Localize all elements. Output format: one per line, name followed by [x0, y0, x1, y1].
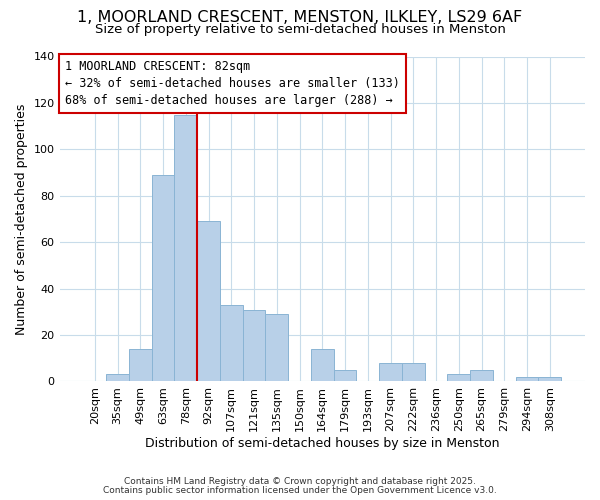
Bar [470, 370, 493, 382]
Bar [175, 114, 197, 382]
Y-axis label: Number of semi-detached properties: Number of semi-detached properties [15, 104, 28, 334]
Bar [379, 363, 402, 382]
Bar [402, 363, 425, 382]
Bar [538, 377, 561, 382]
Bar [197, 222, 220, 382]
Bar [152, 175, 175, 382]
Bar [311, 349, 334, 382]
Text: 1 MOORLAND CRESCENT: 82sqm
← 32% of semi-detached houses are smaller (133)
68% o: 1 MOORLAND CRESCENT: 82sqm ← 32% of semi… [65, 60, 400, 106]
X-axis label: Distribution of semi-detached houses by size in Menston: Distribution of semi-detached houses by … [145, 437, 500, 450]
Bar [106, 374, 129, 382]
Text: 1, MOORLAND CRESCENT, MENSTON, ILKLEY, LS29 6AF: 1, MOORLAND CRESCENT, MENSTON, ILKLEY, L… [77, 10, 523, 25]
Bar [265, 314, 288, 382]
Bar [220, 305, 242, 382]
Bar [334, 370, 356, 382]
Text: Contains public sector information licensed under the Open Government Licence v3: Contains public sector information licen… [103, 486, 497, 495]
Bar [242, 310, 265, 382]
Text: Size of property relative to semi-detached houses in Menston: Size of property relative to semi-detach… [95, 22, 505, 36]
Bar [448, 374, 470, 382]
Bar [515, 377, 538, 382]
Text: Contains HM Land Registry data © Crown copyright and database right 2025.: Contains HM Land Registry data © Crown c… [124, 477, 476, 486]
Bar [129, 349, 152, 382]
